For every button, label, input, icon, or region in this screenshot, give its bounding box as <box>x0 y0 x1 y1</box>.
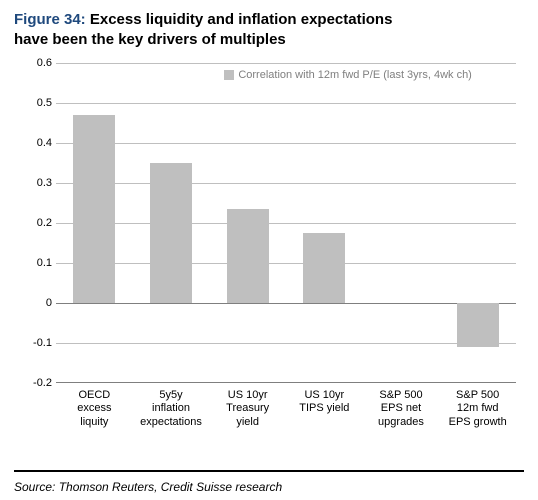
gridline <box>56 263 516 264</box>
legend-label: Correlation with 12m fwd P/E (last 3yrs,… <box>238 69 472 81</box>
figure-container: Figure 34: Excess liquidity and inflatio… <box>0 0 538 500</box>
gridline <box>56 343 516 344</box>
bar <box>150 163 192 303</box>
y-tick-label: -0.1 <box>14 337 52 349</box>
chart-legend: Correlation with 12m fwd P/E (last 3yrs,… <box>203 69 493 81</box>
y-tick-label: 0.5 <box>14 97 52 109</box>
y-tick-label: 0.6 <box>14 57 52 69</box>
x-tick-label: US 10yrTreasuryyield <box>209 389 286 430</box>
x-tick-label: OECDexcessliquity <box>56 389 133 430</box>
figure-title-line2: have been the key drivers of multiples <box>14 30 524 50</box>
y-tick-label: 0.2 <box>14 217 52 229</box>
bar <box>303 233 345 303</box>
bar <box>73 115 115 303</box>
y-tick-label: 0.3 <box>14 177 52 189</box>
y-tick-label: 0.1 <box>14 257 52 269</box>
legend-swatch <box>224 70 234 80</box>
x-tick-label: S&P 50012m fwdEPS growth <box>439 389 516 430</box>
bar-chart: 0.60.50.40.30.20.10-0.1-0.2 Correlation … <box>14 63 524 443</box>
gridline <box>56 143 516 144</box>
x-tick-label: US 10yrTIPS yield <box>286 389 363 417</box>
gridline <box>56 63 516 64</box>
x-tick-label: S&P 500EPS netupgrades <box>363 389 440 430</box>
bar <box>457 303 499 347</box>
bar <box>227 209 269 303</box>
figure-number: Figure 34: <box>14 11 86 28</box>
y-tick-label: 0 <box>14 297 52 309</box>
source-text: Source: Thomson Reuters, Credit Suisse r… <box>14 480 282 494</box>
gridline <box>56 223 516 224</box>
gridline <box>56 103 516 104</box>
bottom-rule <box>14 470 524 472</box>
y-tick-label: -0.2 <box>14 377 52 389</box>
plot-area: Correlation with 12m fwd P/E (last 3yrs,… <box>56 63 516 383</box>
figure-title-line1: Excess liquidity and inflation expectati… <box>86 11 393 28</box>
gridline <box>56 183 516 184</box>
y-tick-label: 0.4 <box>14 137 52 149</box>
figure-title: Figure 34: Excess liquidity and inflatio… <box>14 10 524 51</box>
zero-line <box>56 303 516 304</box>
x-tick-label: 5y5yinflationexpectations <box>133 389 210 430</box>
